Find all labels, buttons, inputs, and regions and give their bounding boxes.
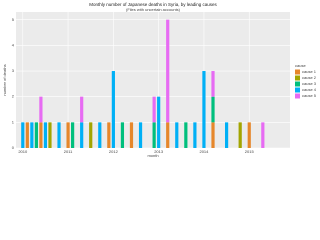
bar-segment <box>193 122 197 148</box>
bar-segment <box>57 122 61 148</box>
bar-segment <box>238 122 242 148</box>
bar-segment <box>39 122 43 148</box>
bar-segment <box>129 122 134 148</box>
bar-segment <box>21 122 25 148</box>
legend-swatch <box>295 81 300 87</box>
bar-segment <box>107 122 111 148</box>
bar-segment <box>111 71 115 148</box>
bar-segment <box>157 96 161 148</box>
bar-segment <box>80 96 84 123</box>
bar-segment <box>166 19 170 123</box>
bar-segment <box>211 96 215 123</box>
bar-segment <box>175 122 179 148</box>
legend-label: cause 3 <box>302 81 317 86</box>
chart: Monthly number of Japanese deaths in Syr… <box>2 2 317 158</box>
bar-segment <box>43 122 48 148</box>
bar-segment <box>202 71 206 148</box>
bar-segment <box>120 122 125 148</box>
y-axis-title: number of deaths <box>2 64 7 95</box>
bar-segment <box>89 122 93 148</box>
legend-swatch <box>295 87 300 93</box>
legend-label: cause 1 <box>302 69 317 74</box>
y-tick-label: 2 <box>12 94 15 99</box>
legend-title: cause <box>295 63 306 68</box>
bar-segment <box>25 122 29 148</box>
bar-segment <box>34 122 38 148</box>
bar-segment <box>98 122 102 148</box>
chart-subtitle: (Files with uncertain accounts) <box>126 7 181 12</box>
bar-segment <box>138 122 143 148</box>
bar-segment <box>152 122 156 148</box>
legend-label: cause 4 <box>302 87 317 92</box>
bar-segment <box>152 96 156 123</box>
y-tick-label: 1 <box>12 119 15 124</box>
bar-segment <box>48 122 52 148</box>
bar-segment <box>247 122 251 148</box>
legend-swatch <box>295 69 300 75</box>
bar-segment <box>30 122 34 148</box>
chart-title: Monthly number of Japanese deaths in Syr… <box>89 2 217 7</box>
x-axis-title: month <box>147 153 158 158</box>
x-tick-label: 2010 <box>18 149 28 154</box>
bar-segment <box>66 122 70 148</box>
y-tick-label: 0 <box>12 145 15 150</box>
x-tick-label: 2011 <box>64 149 73 154</box>
bar-segment <box>166 122 170 148</box>
bar-segment <box>80 122 84 148</box>
y-tick-label: 5 <box>12 17 15 22</box>
legend-label: cause 2 <box>302 75 317 80</box>
legend-swatch <box>295 93 300 99</box>
bar-segment <box>184 122 188 148</box>
x-tick-label: 2015 <box>245 149 255 154</box>
bar-segment <box>211 122 215 148</box>
y-tick-label: 4 <box>12 42 15 47</box>
legend-swatch <box>295 75 300 81</box>
x-tick-label: 2012 <box>109 149 119 154</box>
bar-segment <box>224 122 229 148</box>
x-tick-label: 2014 <box>199 149 209 154</box>
x-tick-label: 2013 <box>154 149 164 154</box>
bar-segment <box>211 71 215 97</box>
bar-segment <box>39 96 43 123</box>
y-tick-label: 3 <box>12 68 15 73</box>
bar-segment <box>71 122 75 148</box>
bar-segment <box>261 122 265 148</box>
legend-label: cause 5 <box>302 93 317 98</box>
